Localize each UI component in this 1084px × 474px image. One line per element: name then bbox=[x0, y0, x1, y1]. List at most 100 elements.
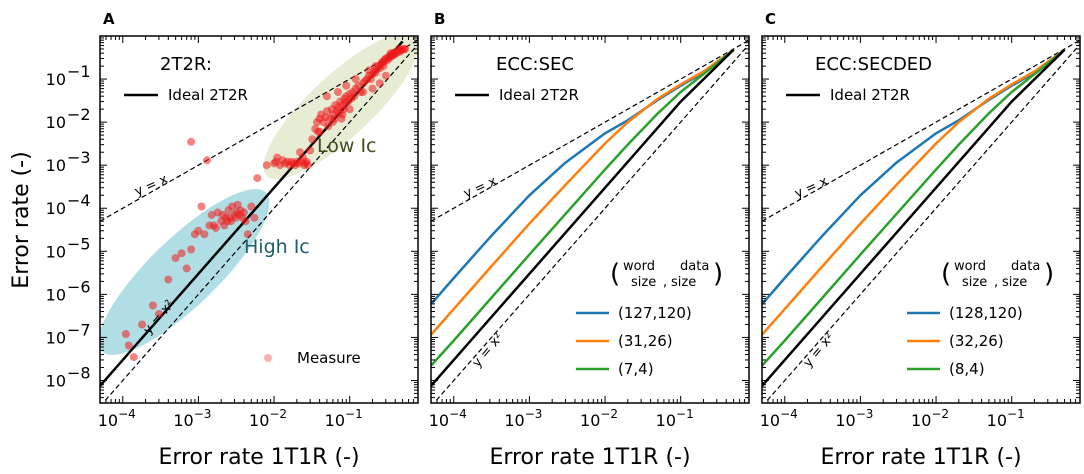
ref-line-linear bbox=[100, 39, 418, 222]
x-tick-exponent: −1 bbox=[345, 407, 363, 421]
series-line bbox=[431, 48, 735, 336]
measure-point bbox=[303, 161, 312, 170]
x-tick-label: 10−2 bbox=[911, 407, 949, 430]
y-tick-label: 10 bbox=[46, 371, 66, 390]
x-tick-label: 10−3 bbox=[173, 407, 211, 430]
low-ic-label: Low Ic bbox=[317, 135, 377, 157]
measure-point bbox=[315, 127, 324, 136]
measure-point bbox=[247, 202, 256, 211]
ref-line-linear bbox=[762, 39, 1080, 222]
y-tick-exponent: −1 bbox=[67, 62, 91, 81]
legend-ideal-label-b: Ideal 2T2R bbox=[499, 86, 579, 104]
panel-c-ticks: 10−4 10−3 10−2 10−1 bbox=[760, 35, 1081, 430]
y-tick-exponent: −6 bbox=[67, 277, 91, 296]
legend-comma-c: , bbox=[994, 275, 998, 290]
legend-measure-label: Measure bbox=[297, 349, 361, 367]
legend-word-c: word bbox=[954, 259, 986, 274]
legend-data-c: data bbox=[1011, 259, 1040, 274]
ref-label-linear-b: y = x bbox=[462, 174, 500, 202]
y-tick-exponent: −7 bbox=[67, 320, 91, 339]
x-tick-label: 10−4 bbox=[98, 407, 136, 430]
measure-point bbox=[308, 135, 317, 144]
panel-b-legend: (127,120) (31,26) (7,4) bbox=[576, 304, 692, 378]
ref-line-quadratic bbox=[764, 43, 1080, 403]
ref-line-linear bbox=[431, 39, 749, 222]
series-line bbox=[431, 48, 735, 387]
measure-point bbox=[306, 146, 315, 155]
legend-measure-marker bbox=[264, 354, 272, 362]
ref-label-linear-a: y = x bbox=[133, 172, 171, 200]
y-tick-label: 10 bbox=[46, 242, 66, 261]
y-tick-label: 10 bbox=[46, 156, 66, 175]
x-tick-exponent: −4 bbox=[449, 407, 467, 421]
series-line bbox=[762, 48, 1066, 336]
measure-point bbox=[121, 330, 130, 338]
measure-point bbox=[386, 49, 395, 58]
measure-point bbox=[211, 223, 220, 232]
panel-b-frame bbox=[430, 35, 750, 404]
measure-point bbox=[345, 105, 354, 114]
high-ic-label: High Ic bbox=[244, 236, 310, 258]
measure-point bbox=[187, 245, 196, 254]
measure-point bbox=[124, 341, 133, 350]
legend-label: (31,26) bbox=[618, 332, 673, 350]
measure-point bbox=[200, 230, 209, 239]
measure-point bbox=[365, 66, 373, 75]
x-tick-exponent: −2 bbox=[269, 407, 287, 421]
series-line bbox=[431, 48, 735, 367]
panel-label-c: C bbox=[765, 10, 776, 28]
measure-point bbox=[241, 217, 250, 226]
legend-ideal-label-c: Ideal 2T2R bbox=[830, 86, 910, 104]
measure-point bbox=[177, 249, 186, 258]
x-tick-exponent: −3 bbox=[525, 407, 543, 421]
measure-point bbox=[375, 79, 384, 88]
x-tick-label: 10−3 bbox=[835, 407, 873, 430]
y-tick-label: 10 bbox=[46, 199, 66, 218]
x-tick-exponent: −2 bbox=[931, 407, 949, 421]
x-tick-exponent: −2 bbox=[600, 407, 618, 421]
legend-label: (8,4) bbox=[949, 360, 985, 378]
measure-point bbox=[129, 353, 138, 362]
measure-point bbox=[379, 57, 388, 66]
panel-label-b: B bbox=[434, 10, 445, 28]
x-axis-label-b: Error rate 1T1R (-) bbox=[489, 445, 690, 470]
measure-point bbox=[171, 254, 180, 262]
legend-data-b: data bbox=[680, 259, 709, 274]
measure-point bbox=[250, 213, 259, 222]
measure-point bbox=[187, 137, 196, 146]
legend-label: (7,4) bbox=[618, 360, 654, 378]
measure-point bbox=[395, 45, 404, 53]
measure-point bbox=[243, 230, 252, 239]
measure-point bbox=[207, 210, 216, 219]
legend-label: (32,26) bbox=[949, 332, 1004, 350]
y-tick-exponent: −8 bbox=[67, 363, 91, 382]
legend-paren-open-c: ( bbox=[941, 259, 951, 289]
panel-b-title: ECC:SEC bbox=[496, 54, 574, 75]
measure-point bbox=[203, 156, 211, 165]
measure-point bbox=[262, 161, 271, 170]
y-axis-label: Error rate (-) bbox=[9, 151, 34, 288]
x-tick-label: 10−2 bbox=[249, 407, 287, 430]
x-tick-label: 10−3 bbox=[504, 407, 542, 430]
measure-point bbox=[368, 84, 377, 93]
x-tick-exponent: −3 bbox=[194, 407, 212, 421]
legend-size2-b: size bbox=[671, 275, 696, 290]
measure-point bbox=[350, 92, 359, 101]
panel-c-title: ECC:SECDED bbox=[815, 54, 932, 75]
measure-point bbox=[182, 264, 191, 273]
measure-point bbox=[334, 88, 342, 96]
measure-point bbox=[342, 81, 351, 90]
measure-point bbox=[401, 45, 410, 53]
legend-title-b: ( word data size , size ) bbox=[610, 259, 723, 290]
x-tick-exponent: −3 bbox=[856, 407, 874, 421]
panel-c-frame bbox=[761, 35, 1081, 404]
legend-word-b: word bbox=[623, 259, 655, 274]
legend-label: (128,120) bbox=[949, 304, 1023, 322]
panel-c-legend: (128,120) (32,26) (8,4) bbox=[907, 304, 1023, 378]
measure-point bbox=[197, 202, 206, 211]
panel-c-plot bbox=[762, 39, 1080, 403]
measure-point bbox=[148, 301, 157, 310]
y-tick-label: 10 bbox=[46, 113, 66, 132]
ref-line-quadratic bbox=[102, 43, 418, 403]
y-tick-exponent: −5 bbox=[67, 234, 91, 253]
